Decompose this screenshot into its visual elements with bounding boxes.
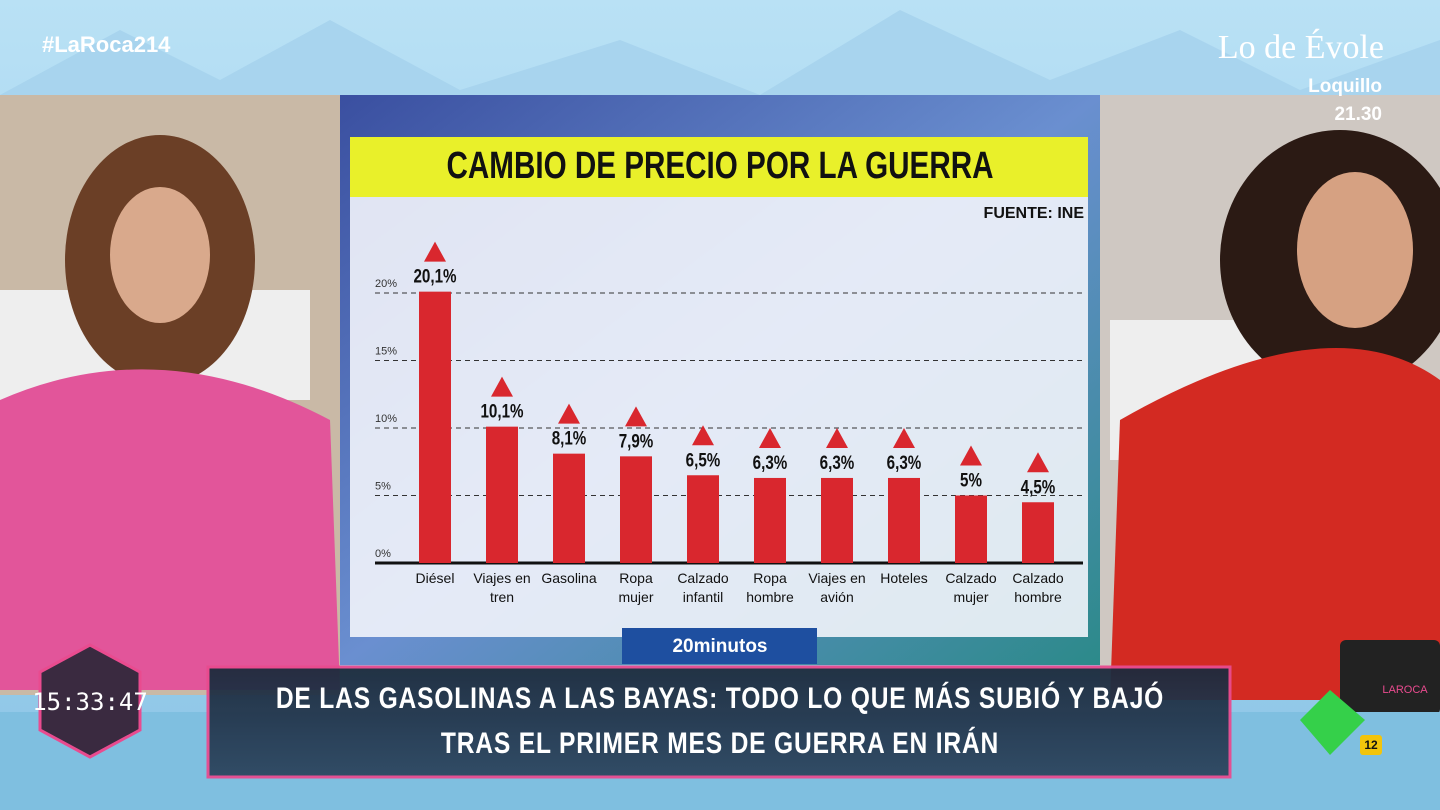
x-tick-label: Calzado mujer (945, 570, 997, 605)
chart-source: FUENTE: INE (984, 205, 1085, 222)
mug-logo: LAROCA (1382, 684, 1428, 696)
mug (1340, 640, 1440, 715)
up-marker (960, 445, 982, 466)
mountains (0, 10, 1440, 95)
headline-band (206, 665, 1232, 779)
promo-time: 21.30 (1334, 104, 1382, 125)
y-tick-label: 20% (375, 278, 397, 290)
up-marker (759, 427, 781, 448)
bar (687, 475, 719, 563)
y-tick-label: 10% (375, 413, 397, 425)
up-marker (1027, 452, 1049, 473)
face-left (110, 187, 210, 323)
rating-box (1360, 735, 1382, 755)
value-label: 10,1% (480, 400, 523, 422)
promo-guest: Loquillo (1308, 76, 1382, 97)
up-marker (625, 406, 647, 427)
value-label: 6,3% (820, 451, 855, 473)
up-marker (893, 427, 915, 448)
rating: 12 (1364, 738, 1378, 752)
x-tick-label: Viajes en avión (808, 570, 866, 605)
x-tick-label: Hoteles (880, 570, 928, 586)
value-label: 6,3% (753, 451, 788, 473)
title-bar (350, 137, 1088, 197)
bar (754, 477, 786, 563)
channel-logo (1300, 690, 1365, 755)
chart-credit: 20minutos (672, 636, 767, 657)
x-tick-label: Diésel (415, 570, 455, 586)
shirt-right (1110, 348, 1440, 700)
hashtag: #LaRoca214 (42, 32, 171, 57)
up-marker (558, 403, 580, 424)
bar (888, 477, 920, 563)
up-marker (424, 241, 446, 262)
value-label: 4,5% (1021, 476, 1056, 498)
bar (419, 291, 451, 563)
bar (955, 495, 987, 563)
y-tick-label: 0% (375, 548, 391, 560)
x-tick-label: Calzado hombre (1012, 570, 1064, 605)
promo-title: Lo de Évole (1218, 29, 1384, 66)
headline-line: DE LAS GASOLINAS A LAS BAYAS: TODO LO QU… (276, 681, 1164, 715)
clock-badge (38, 643, 142, 759)
value-label: 20,1% (413, 265, 456, 287)
x-tick-label: Viajes en tren (473, 570, 531, 605)
value-label: 7,9% (619, 430, 654, 452)
bar (486, 426, 518, 563)
headline-line: TRAS EL PRIMER MES DE GUERRA EN IRÁN (441, 726, 999, 760)
up-marker (826, 427, 848, 448)
up-marker (491, 376, 513, 397)
up-marker (692, 425, 714, 446)
value-label: 6,3% (887, 451, 922, 473)
shirt-left (0, 369, 340, 690)
bar (1022, 502, 1054, 563)
chart-title: CAMBIO DE PRECIO POR LA GUERRA (446, 145, 993, 187)
bar (620, 456, 652, 563)
x-tick-label: Ropa mujer (618, 570, 654, 605)
bar (553, 453, 585, 563)
value-label: 5% (960, 469, 982, 491)
x-tick-label: Calzado infantil (677, 570, 729, 605)
x-tick-label: Ropa hombre (746, 570, 794, 605)
y-tick-label: 5% (375, 480, 391, 492)
x-tick-label: Gasolina (541, 570, 597, 586)
plot: 0% 5% 10% 15% 20% 20,1% 10,1% 8,1% 7,9% 6,5% 6,3% 6… (375, 241, 1083, 565)
face-right (1297, 172, 1413, 328)
y-tick-label: 15% (375, 345, 397, 357)
credit-box (622, 628, 817, 664)
bar (821, 477, 853, 563)
value-label: 8,1% (552, 427, 587, 449)
value-label: 6,5% (686, 449, 721, 471)
clock: 15:33:47 (32, 688, 148, 716)
